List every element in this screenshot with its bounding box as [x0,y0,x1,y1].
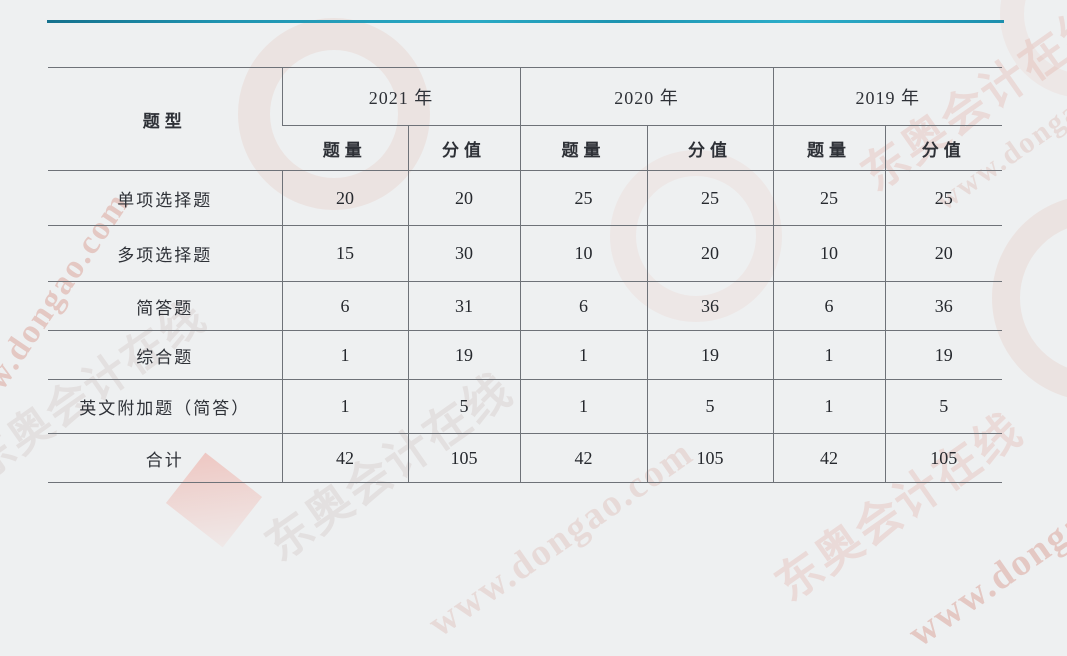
table-row: 综合题 1 19 1 19 1 19 [48,330,1002,380]
value-cell: 6 [519,281,647,331]
value-cell: 25 [646,170,773,226]
value-cell: 19 [646,330,773,380]
value-cell: 5 [407,379,520,434]
row-label-cell: 英文附加题（简答） [79,399,251,418]
value-cell: 1 [281,330,408,380]
question-type-header: 题型 [142,111,187,131]
year-header-2019: 2019 年 [772,67,1002,126]
section-divider-rule [47,20,1004,23]
value-cell: 1 [772,379,885,434]
table-row: 单项选择题 20 20 25 25 25 25 [48,170,1002,226]
value-cell: 20 [281,170,408,226]
count-subheader: 题量 [519,125,647,171]
row-label-cell: 多项选择题 [117,246,213,265]
table-row: 合计 42 105 42 105 42 105 [48,433,1002,483]
value-cell: 20 [884,225,1002,282]
value-cell: 1 [772,330,885,380]
value-cell: 42 [281,433,408,483]
score-subheader: 分值 [646,125,773,171]
value-cell: 10 [519,225,647,282]
value-cell: 42 [519,433,647,483]
year-header-row: 题型 2021 年 2020 年 2019 年 [48,67,1002,131]
score-subheader: 分值 [407,125,520,171]
value-cell: 20 [646,225,773,282]
value-cell: 1 [519,379,647,434]
dongao-logo-ring-icon [992,195,1067,401]
value-cell: 19 [407,330,520,380]
value-cell: 10 [772,225,885,282]
value-cell: 6 [772,281,885,331]
value-cell: 30 [407,225,520,282]
value-cell: 19 [884,330,1002,380]
value-cell: 6 [281,281,408,331]
table-row: 多项选择题 15 30 10 20 10 20 [48,225,1002,282]
score-subheader: 分值 [884,125,1002,171]
value-cell: 5 [646,379,773,434]
value-cell: 5 [884,379,1002,434]
table-row: 简答题 6 31 6 36 6 36 [48,281,1002,331]
subheader-row: 题量 分值 题量 分值 题量 分值 [48,125,1002,171]
value-cell: 42 [772,433,885,483]
value-cell: 36 [646,281,773,331]
value-cell: 25 [772,170,885,226]
row-label-cell: 合计 [145,450,184,470]
year-header-2021: 2021 年 [281,67,520,126]
row-label-cell: 简答题 [136,298,194,318]
value-cell: 15 [281,225,408,282]
value-cell: 1 [519,330,647,380]
value-cell: 105 [407,433,520,483]
row-label-cell: 综合题 [136,347,194,367]
value-cell: 25 [519,170,647,226]
exam-question-stats-table: 题型 2021 年 2020 年 2019 年 题量 分值 题量 分值 题量 分… [48,67,1002,483]
value-cell: 36 [884,281,1002,331]
row-label-cell: 单项选择题 [117,190,213,210]
value-cell: 105 [884,433,1002,483]
count-subheader: 题量 [772,125,885,171]
year-header-2020: 2020 年 [519,67,773,126]
table-row: 英文附加题（简答） 1 5 1 5 1 5 [48,379,1002,434]
value-cell: 31 [407,281,520,331]
value-cell: 20 [407,170,520,226]
value-cell: 105 [646,433,773,483]
value-cell: 25 [884,170,1002,226]
value-cell: 1 [281,379,408,434]
count-subheader: 题量 [322,140,367,160]
